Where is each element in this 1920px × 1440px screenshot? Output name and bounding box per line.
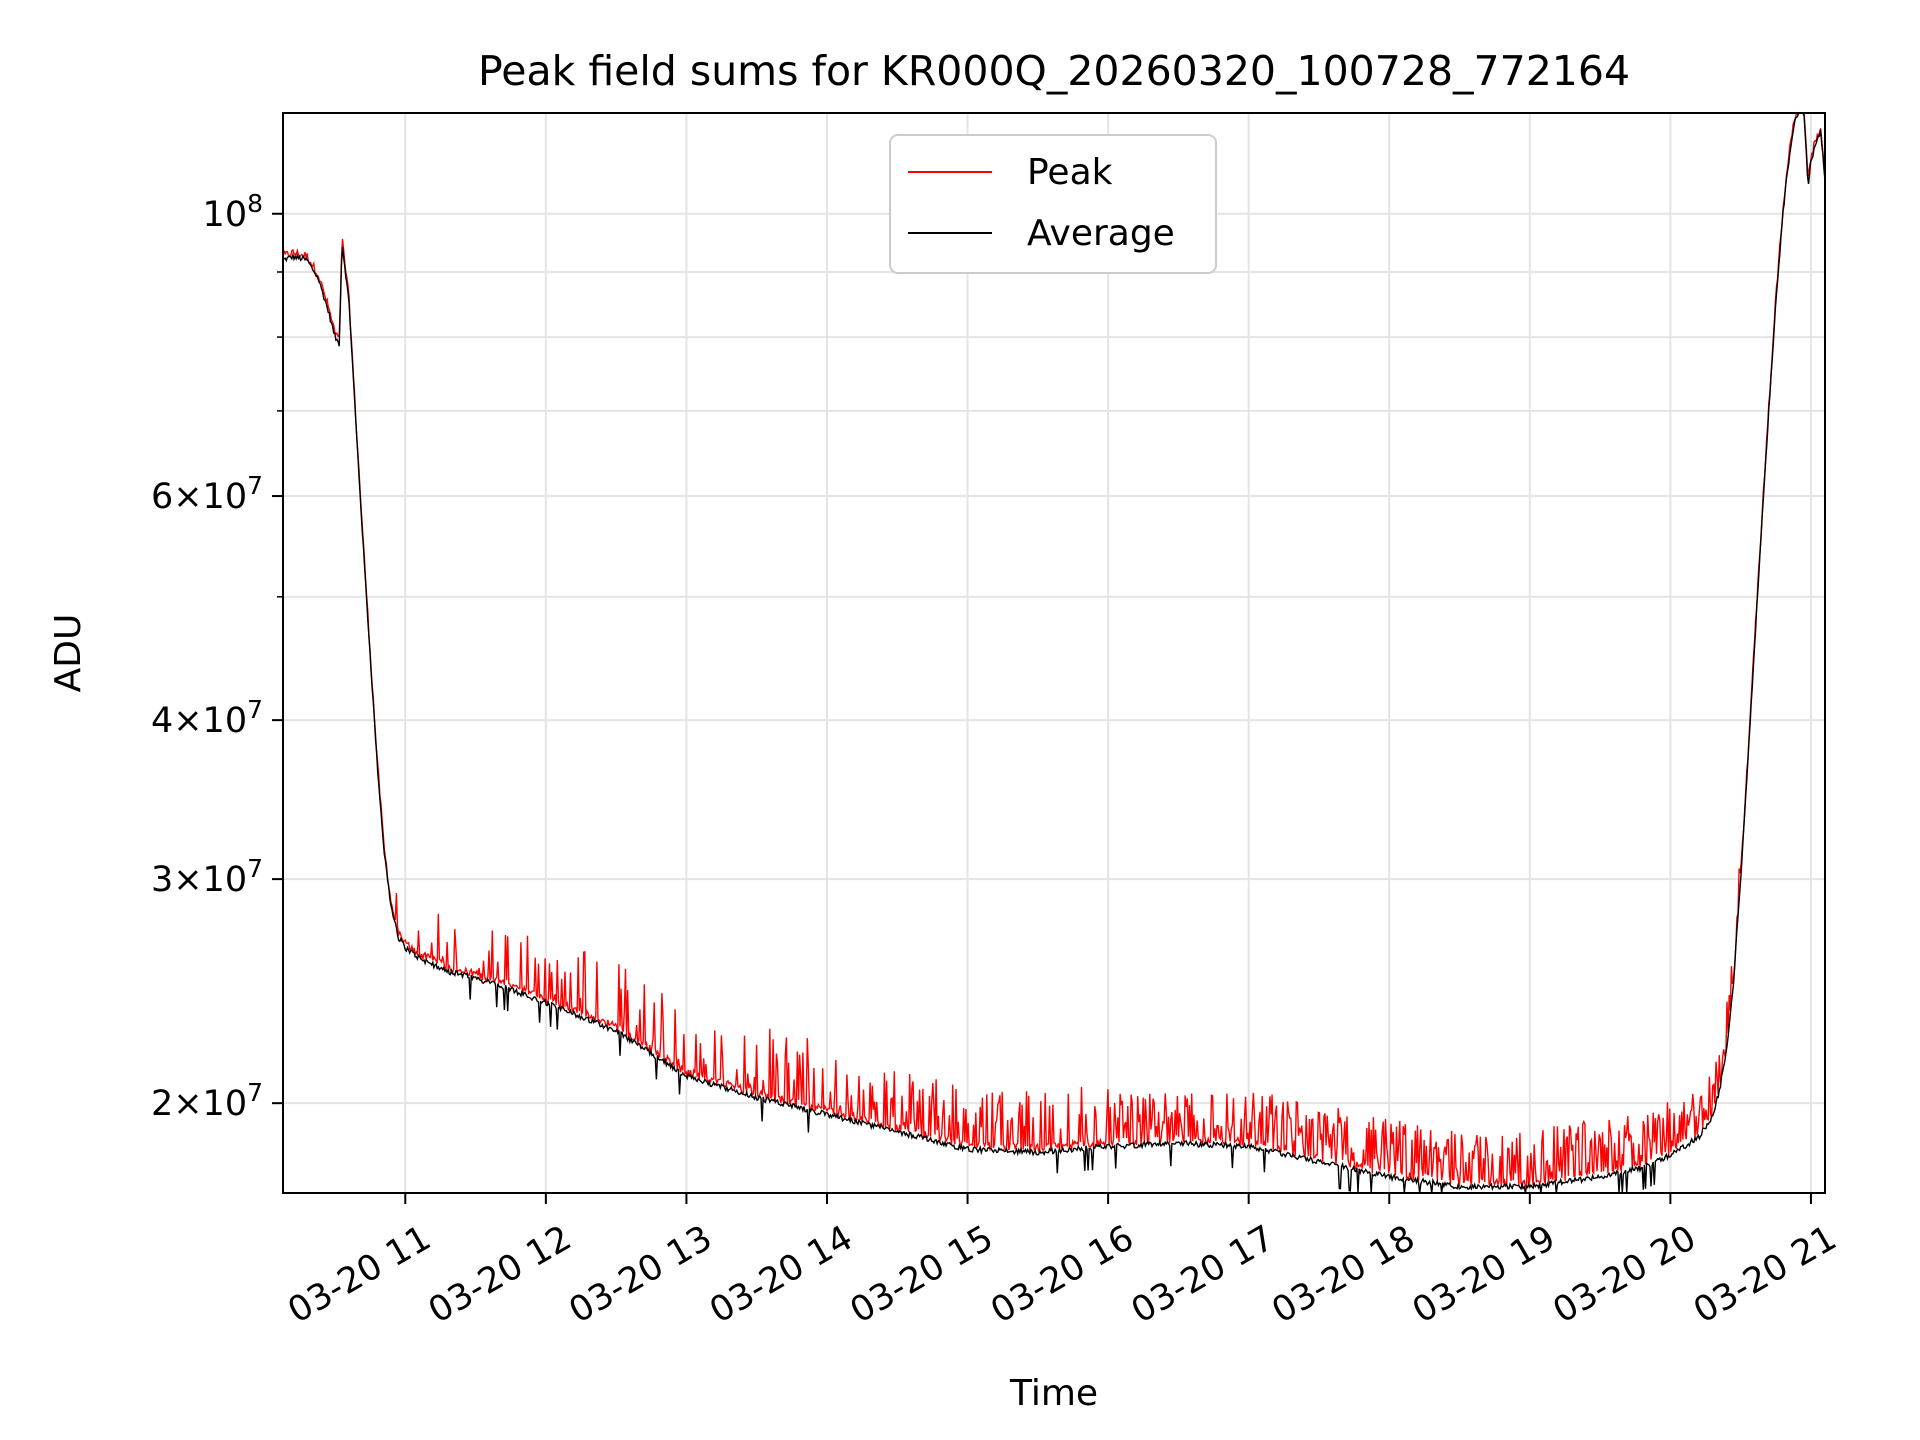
average-series-line (282, 112, 1826, 1194)
chart-title: Peak field sums for KR000Q_20260320_1007… (478, 47, 1630, 95)
x-axis-label: Time (1009, 1373, 1098, 1414)
peak-series-line (282, 111, 1826, 1190)
legend-box (889, 134, 1217, 274)
y-tick-label: 2×107 (151, 1078, 263, 1124)
legend: Peak Average (889, 134, 1217, 274)
y-axis-label: ADU (48, 614, 89, 693)
y-tick-label: 4×107 (151, 695, 263, 741)
legend-peak-label: Peak (1027, 152, 1113, 193)
y-tick-label: 108 (203, 189, 263, 235)
legend-average-label: Average (1027, 213, 1175, 254)
y-tick-label: 3×107 (151, 854, 263, 900)
series-layer (282, 111, 1826, 1194)
y-tick-label: 6×107 (151, 471, 263, 517)
grid (283, 113, 1825, 1193)
plot-frame (282, 112, 1826, 1194)
